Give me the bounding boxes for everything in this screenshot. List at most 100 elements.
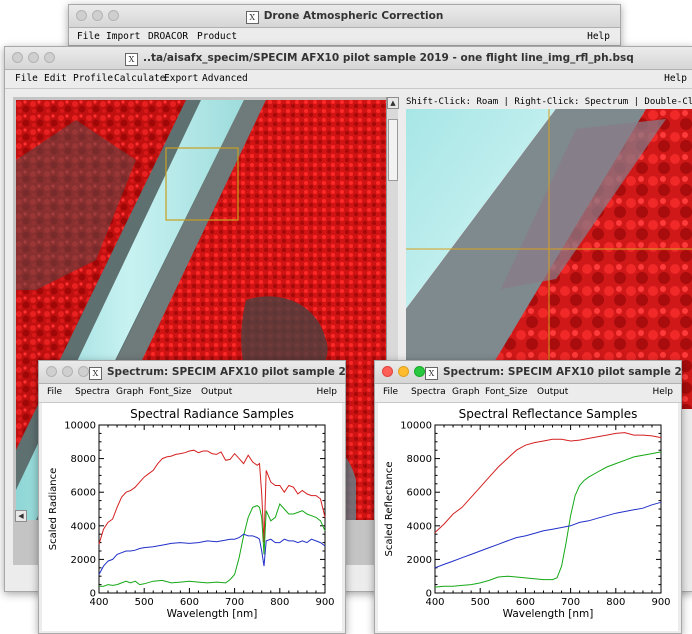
close-button[interactable] <box>382 366 393 377</box>
menu-font-size[interactable]: Font_Size <box>149 387 192 397</box>
chart-title: Spectral Reflectance Samples <box>459 407 638 421</box>
menu-help[interactable]: Help <box>587 31 610 42</box>
close-button[interactable] <box>76 10 87 21</box>
minimize-button[interactable] <box>62 366 73 377</box>
menu-edit[interactable]: Edit <box>44 73 67 84</box>
x11-icon: X <box>425 367 438 380</box>
x-tick-label: 400 <box>425 597 444 608</box>
menu-file[interactable]: File <box>47 387 63 397</box>
zoom-button[interactable] <box>414 366 425 377</box>
window-title-text: ..ta/aisafx_specim/SPECIM AFX10 pilot sa… <box>143 52 634 64</box>
radiance-chart[interactable]: Spectral Radiance Samples 400 500 600 700 800… <box>42 403 342 631</box>
reflectance-titlebar[interactable]: X Spectrum: SPECIM AFX10 pilot sample 201… <box>375 361 681 384</box>
y-tick-label: 2000 <box>407 555 432 566</box>
menu-droacor[interactable]: DROACOR <box>148 31 189 42</box>
window-controls <box>12 52 60 64</box>
window-title: X ..ta/aisafx_specim/SPECIM AFX10 pilot s… <box>5 47 692 69</box>
reflectance-chart[interactable]: Spectral Reflectance Samples 400 500 600 700… <box>378 403 678 631</box>
menu-output[interactable]: Output <box>537 387 569 397</box>
plot-frame <box>98 424 326 594</box>
menu-output[interactable]: Output <box>201 387 233 397</box>
menu-export[interactable]: Export <box>164 73 199 84</box>
zoom-button[interactable] <box>78 366 89 377</box>
menu-file[interactable]: File <box>15 73 38 84</box>
series-line-red <box>434 432 662 533</box>
x-tick-label: 600 <box>516 597 535 608</box>
x-tick-label: 500 <box>471 597 490 608</box>
series-line-blue <box>98 533 326 575</box>
window-controls <box>382 366 430 378</box>
minimize-button[interactable] <box>28 52 39 63</box>
scroll-left-button[interactable]: ◀ <box>15 510 27 522</box>
drone-correction-window: X Drone Atmospheric Correction File Impor… <box>68 4 621 46</box>
menu-help[interactable]: Help <box>652 387 673 397</box>
x-tick-label: 500 <box>135 597 154 608</box>
zoom-image[interactable] <box>406 109 692 409</box>
zoom-hint: Shift-Click: Roam | Right-Click: Spectru… <box>406 97 692 107</box>
y-axis-label: Scaled Reflectance <box>384 461 395 556</box>
menu-file[interactable]: File <box>77 31 100 42</box>
series-line-red <box>98 449 326 545</box>
overview-scrollbar[interactable]: ▲ <box>386 97 399 397</box>
close-button[interactable] <box>12 52 23 63</box>
y-tick-label: 2000 <box>71 555 96 566</box>
series-line-green <box>99 503 326 587</box>
roi-box[interactable] <box>165 147 239 221</box>
menu-import[interactable]: Import <box>106 31 141 42</box>
window-title-text: Drone Atmospheric Correction <box>263 10 444 22</box>
x-tick-label: 400 <box>89 597 108 608</box>
zoom-button[interactable] <box>108 10 119 21</box>
menu-help[interactable]: Help <box>664 73 687 84</box>
x-tick-label: 900 <box>315 597 334 608</box>
window-title: X Drone Atmospheric Correction <box>69 5 620 27</box>
menu-calculate[interactable]: Calculate <box>114 73 166 84</box>
x-tick-label: 600 <box>180 597 199 608</box>
menu-file[interactable]: File <box>383 387 399 397</box>
zoom-panel <box>406 109 692 409</box>
minimize-button[interactable] <box>92 10 103 21</box>
chart-title: Spectral Radiance Samples <box>130 407 294 421</box>
menu-graph[interactable]: Graph <box>452 387 480 397</box>
minimize-button[interactable] <box>398 366 409 377</box>
menu-spectra[interactable]: Spectra <box>411 387 446 397</box>
window-title: X Spectrum: SPECIM AFX10 pilot sample 201… <box>375 361 681 383</box>
x-tick-label: 700 <box>225 597 244 608</box>
x-tick-label: 700 <box>561 597 580 608</box>
plot-frame <box>434 424 662 594</box>
menu-profile[interactable]: Profile <box>73 73 114 84</box>
menu-graph[interactable]: Graph <box>116 387 144 397</box>
menu-product[interactable]: Product <box>197 31 238 42</box>
series-line-blue <box>434 501 662 569</box>
window-title-text: Spectrum: SPECIM AFX10 pilot sample 2019… <box>107 366 345 378</box>
menu-spectra[interactable]: Spectra <box>75 387 110 397</box>
window-title: X Spectrum: SPECIM AFX10 pilot sample 201… <box>39 361 345 383</box>
x11-icon: X <box>89 367 102 380</box>
menu-font-size[interactable]: Font_Size <box>485 387 528 397</box>
reflectance-menubar: File Spectra Graph Font_Size Output Help <box>375 384 681 403</box>
window-controls <box>76 10 124 22</box>
x-tick-label: 900 <box>651 597 670 608</box>
drone-window-titlebar[interactable]: X Drone Atmospheric Correction <box>69 5 620 28</box>
y-tick-label: 8000 <box>407 454 432 465</box>
y-tick-label: 4000 <box>71 521 96 532</box>
zoom-button[interactable] <box>44 52 55 63</box>
close-button[interactable] <box>46 366 57 377</box>
scroll-thumb[interactable] <box>388 119 398 181</box>
dark-region <box>16 120 136 290</box>
image-window-titlebar[interactable]: X ..ta/aisafx_specim/SPECIM AFX10 pilot s… <box>5 47 692 70</box>
spectrum-reflectance-window: X Spectrum: SPECIM AFX10 pilot sample 201… <box>374 360 682 634</box>
y-tick-label: 6000 <box>71 488 96 499</box>
scroll-up-button[interactable]: ▲ <box>387 97 399 109</box>
x-tick-label: 800 <box>270 597 289 608</box>
menu-advanced[interactable]: Advanced <box>202 73 248 84</box>
y-tick-label: 4000 <box>407 521 432 532</box>
x-tick-label: 800 <box>606 597 625 608</box>
y-tick-label: 6000 <box>407 488 432 499</box>
y-axis-label: Scaled Radiance <box>48 468 59 551</box>
radiance-titlebar[interactable]: X Spectrum: SPECIM AFX10 pilot sample 201… <box>39 361 345 384</box>
x11-icon: X <box>245 11 259 24</box>
drone-menubar: File Import DROACOR Product Help <box>69 28 620 45</box>
menu-help[interactable]: Help <box>316 387 337 397</box>
image-menubar: File Edit Profile Calculate Export Advan… <box>5 70 692 89</box>
window-controls <box>46 366 94 378</box>
